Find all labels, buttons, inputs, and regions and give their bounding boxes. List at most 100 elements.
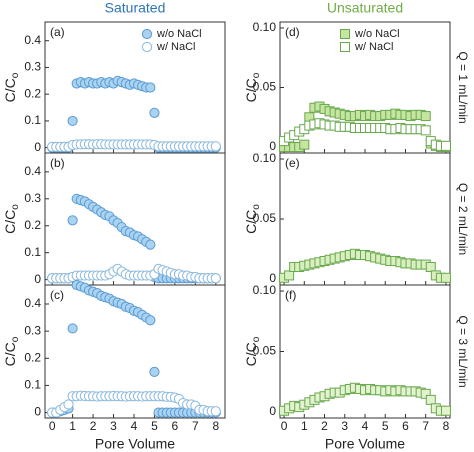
y-tick-label: 0.4 bbox=[24, 33, 41, 47]
x-tick-label: 1 bbox=[301, 419, 308, 433]
y-tick-label: 0 bbox=[269, 139, 276, 153]
marker bbox=[145, 315, 156, 326]
y-axis-label: C/Co bbox=[2, 204, 21, 234]
y-tick-label: 0.3 bbox=[24, 60, 41, 74]
x-tick-label: 1 bbox=[69, 419, 76, 433]
y-axis-label: C/Co bbox=[2, 336, 21, 366]
y-axis-label-sub: o bbox=[10, 336, 21, 342]
marker bbox=[210, 406, 221, 417]
y-tick-label: 0 bbox=[269, 404, 276, 418]
y-tick-label: 0 bbox=[34, 140, 41, 154]
x-tick-label: 0 bbox=[281, 419, 288, 433]
y-tick-label: 0.4 bbox=[24, 296, 41, 310]
panel-label: (a) bbox=[50, 25, 65, 39]
y-axis-label-sub: o bbox=[251, 72, 262, 78]
x-tick-label: 3 bbox=[110, 419, 117, 433]
y-tick-label: 0.05 bbox=[253, 211, 277, 225]
side-label: Q = 2 mL/min bbox=[456, 183, 470, 255]
side-label: Q = 3 mL/min bbox=[456, 315, 470, 387]
y-axis-label-sub: o bbox=[251, 204, 262, 210]
y-axis-label-main: C/C bbox=[243, 342, 259, 366]
marker bbox=[67, 323, 78, 334]
marker bbox=[63, 399, 74, 410]
y-axis-label-sub: o bbox=[251, 336, 262, 342]
y-tick-label: 0.05 bbox=[253, 80, 277, 94]
panel-label: (c) bbox=[50, 288, 64, 302]
y-tick-label: 0.2 bbox=[24, 218, 41, 232]
marker bbox=[210, 141, 221, 152]
x-axis-label: Pore Volume bbox=[95, 436, 175, 452]
x-tick-label: 5 bbox=[151, 419, 158, 433]
y-axis-label: C/Co bbox=[243, 336, 262, 366]
y-tick-label: 0.1 bbox=[24, 378, 41, 392]
x-tick-label: 7 bbox=[422, 419, 429, 433]
y-tick-label: 0.10 bbox=[253, 283, 277, 297]
legend-label: w/o NaCl bbox=[354, 28, 400, 40]
x-tick-label: 2 bbox=[321, 419, 328, 433]
y-axis-label-sub: o bbox=[10, 72, 21, 78]
marker bbox=[145, 82, 156, 93]
legend-label: w/ NaCl bbox=[156, 41, 196, 53]
y-tick-label: 0.3 bbox=[24, 191, 41, 205]
legend-label: w/ NaCl bbox=[354, 41, 394, 53]
y-axis-label-main: C/C bbox=[243, 210, 259, 234]
x-tick-label: 6 bbox=[172, 419, 179, 433]
y-axis-label: C/Co bbox=[243, 204, 262, 234]
y-tick-label: 0 bbox=[34, 405, 41, 419]
x-tick-label: 5 bbox=[382, 419, 389, 433]
marker bbox=[67, 215, 78, 226]
marker bbox=[440, 272, 451, 283]
legend-marker bbox=[340, 29, 350, 39]
y-axis-label-main: C/C bbox=[2, 210, 18, 234]
y-axis-label-sub: o bbox=[10, 204, 21, 210]
marker bbox=[145, 239, 156, 250]
panel-label: (e) bbox=[285, 156, 300, 170]
x-tick-label: 3 bbox=[341, 419, 348, 433]
y-axis-label-main: C/C bbox=[243, 78, 259, 102]
legend-marker bbox=[141, 28, 153, 40]
x-tick-label: 4 bbox=[362, 419, 369, 433]
legend-marker bbox=[340, 42, 350, 52]
legend-label: w/o NaCl bbox=[156, 28, 202, 40]
y-tick-label: 0.10 bbox=[253, 20, 277, 34]
x-tick-label: 4 bbox=[131, 419, 138, 433]
marker bbox=[420, 388, 431, 399]
marker bbox=[149, 366, 160, 377]
marker bbox=[440, 140, 451, 151]
y-tick-label: 0.4 bbox=[24, 164, 41, 178]
y-tick-label: 0.1 bbox=[24, 245, 41, 259]
column-title: Unsaturated bbox=[327, 0, 403, 16]
y-tick-label: 0.1 bbox=[24, 113, 41, 127]
y-tick-label: 0.2 bbox=[24, 86, 41, 100]
panel-label: (d) bbox=[285, 25, 300, 39]
panel-label: (f) bbox=[285, 288, 296, 302]
y-axis-label-main: C/C bbox=[2, 342, 18, 366]
side-label: Q = 1 mL/min bbox=[456, 51, 470, 123]
y-tick-label: 0.05 bbox=[253, 344, 277, 358]
marker bbox=[67, 115, 78, 127]
y-tick-label: 0 bbox=[34, 272, 41, 286]
column-title: Saturated bbox=[105, 0, 166, 16]
marker bbox=[210, 273, 221, 284]
plot-frame bbox=[44, 284, 226, 419]
marker bbox=[425, 262, 436, 272]
y-tick-label: 0.2 bbox=[24, 350, 41, 364]
marker bbox=[420, 111, 431, 122]
y-tick-label: 0.10 bbox=[253, 151, 277, 165]
marker bbox=[425, 394, 436, 405]
y-tick-label: 0.3 bbox=[24, 323, 41, 337]
x-axis-label: Pore Volume bbox=[325, 436, 405, 452]
x-tick-label: 8 bbox=[212, 419, 219, 433]
marker bbox=[420, 125, 431, 136]
y-axis-label: C/Co bbox=[2, 72, 21, 102]
marker bbox=[299, 139, 310, 150]
y-axis-label-main: C/C bbox=[2, 78, 18, 102]
x-tick-label: 7 bbox=[192, 419, 199, 433]
marker bbox=[149, 107, 160, 118]
marker bbox=[440, 405, 451, 416]
x-tick-label: 2 bbox=[90, 419, 97, 433]
marker bbox=[284, 270, 295, 281]
x-tick-label: 8 bbox=[443, 419, 450, 433]
legend-marker bbox=[141, 41, 153, 53]
